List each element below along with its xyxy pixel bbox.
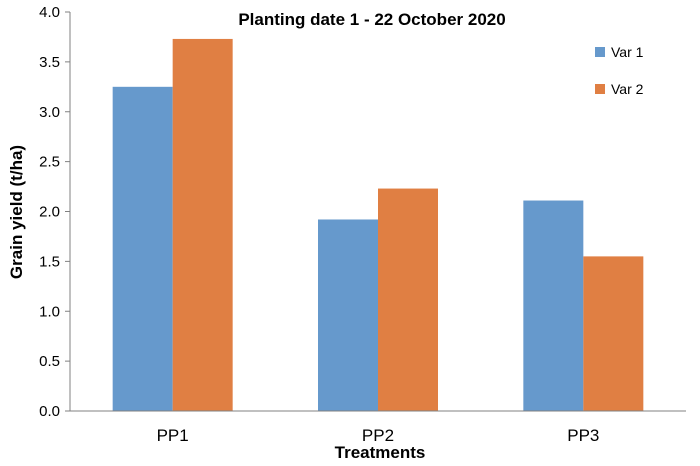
y-tick-label: 2.0 [39, 204, 60, 221]
y-axis-ticks: 0.0 0.5 1.0 1.5 2.0 2.5 3.0 3.5 4.0 [39, 4, 70, 420]
y-tick-label: 1.5 [39, 253, 60, 270]
x-axis-title: Treatments [335, 443, 426, 462]
legend-label: Var 2 [611, 81, 644, 97]
y-tick-label: 1.0 [39, 303, 60, 320]
y-tick-label: 0.5 [39, 353, 60, 370]
legend-swatch [595, 47, 605, 57]
y-tick-label: 3.0 [39, 104, 60, 121]
y-axis-title: Grain yield (t/ha) [7, 145, 26, 279]
chart-title: Planting date 1 - 22 October 2020 [238, 10, 505, 29]
x-tick-label: PP1 [157, 426, 189, 445]
bar-var-2-pp2 [378, 188, 438, 411]
y-tick-label: 4.0 [39, 4, 60, 21]
bar-var-2-pp1 [172, 38, 233, 412]
legend: Var 1 Var 2 [595, 44, 644, 97]
plot-area [112, 38, 644, 412]
legend-swatch [595, 84, 605, 94]
bar-var-2-pp3 [583, 256, 644, 411]
y-tick-label: 0.0 [39, 403, 60, 420]
y-tick-label: 2.5 [39, 154, 60, 171]
legend-label: Var 1 [611, 44, 644, 60]
x-tick-label: PP2 [362, 426, 394, 445]
bar-var-1-pp3 [523, 200, 584, 411]
bar-var-1-pp2 [318, 219, 378, 411]
bar-var-1-pp1 [112, 86, 173, 411]
x-tick-label: PP3 [567, 426, 599, 445]
x-axis-tick-labels: PP1 PP2 PP3 [157, 426, 600, 445]
y-tick-label: 3.5 [39, 54, 60, 71]
